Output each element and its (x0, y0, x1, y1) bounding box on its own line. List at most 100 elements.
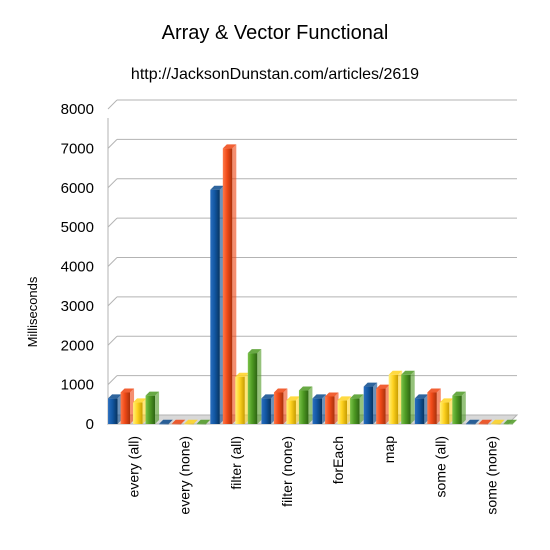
gridline-side (107, 178, 118, 189)
bar-side (475, 419, 480, 424)
bar-front (350, 398, 360, 424)
bars-layer (108, 144, 517, 425)
bar-front (196, 423, 207, 425)
bar-side (206, 419, 211, 424)
bar-top (427, 388, 441, 393)
x-tick-label: map (381, 436, 397, 463)
bar-top (337, 396, 352, 401)
bar-top (184, 419, 198, 424)
gridline-side (107, 99, 118, 110)
bar-top (261, 394, 275, 399)
bar (133, 398, 147, 424)
bar-front (286, 400, 296, 424)
y-tick-label: 0 (86, 416, 94, 433)
bar-front (363, 386, 374, 424)
bar (439, 398, 454, 424)
bar-front (222, 148, 233, 424)
bar-side (168, 419, 173, 424)
bar (184, 419, 198, 425)
bar-side (308, 386, 313, 424)
gridline-side (107, 139, 118, 149)
bar-front (414, 398, 425, 424)
bar (363, 382, 378, 424)
bar (210, 185, 224, 424)
y-tick-label: 7000 (61, 140, 94, 157)
y-tick-label: 3000 (61, 298, 94, 315)
bar-front (478, 423, 488, 425)
bar (427, 388, 441, 424)
bar-front (401, 374, 411, 424)
grid-layer (106, 99, 519, 425)
bar (222, 144, 237, 424)
y-tick-label: 5000 (61, 219, 94, 236)
bar-top (145, 391, 160, 396)
bar-top (108, 394, 122, 399)
bar-front (452, 395, 462, 424)
bar-front (247, 353, 258, 424)
x-tick-label: every (all) (126, 436, 142, 497)
bar-side (257, 349, 262, 424)
chart-title: Array & Vector Functional (161, 22, 389, 44)
bar (337, 396, 352, 424)
bar-front (337, 400, 348, 424)
bar (503, 419, 517, 425)
x-tick-label: some (none) (483, 436, 499, 515)
bar (414, 394, 429, 424)
bar (298, 386, 313, 424)
bar-side (232, 144, 237, 424)
bar-top (133, 398, 147, 403)
bar-front (133, 402, 143, 424)
y-tick-labels: 0 1000 2000 3000 4000 5000 6000 7000 8000 (61, 101, 94, 433)
bar (171, 419, 186, 425)
bar-front (120, 392, 131, 424)
gridline-side (107, 375, 118, 385)
bar-front (235, 376, 245, 424)
bar-front (439, 402, 450, 424)
y-tick-label: 1000 (61, 377, 94, 394)
bar (465, 419, 480, 425)
bar-top (439, 398, 454, 403)
bar-top (222, 144, 237, 149)
bar (159, 419, 173, 425)
bar-front (145, 395, 156, 424)
bar-side (193, 419, 198, 424)
bar-top (196, 419, 211, 424)
x-tick-label: filter (all) (228, 436, 244, 490)
bar-front (108, 398, 118, 424)
bar (478, 419, 492, 425)
bar (196, 419, 211, 425)
bar-top (363, 382, 378, 387)
bar (120, 388, 135, 424)
x-tick-label: filter (none) (279, 436, 295, 507)
bar-top (312, 394, 327, 399)
bar-front (388, 374, 399, 424)
bar-top (210, 185, 224, 190)
bar-front (325, 396, 335, 424)
bar-front (312, 398, 323, 424)
bar-front (427, 392, 437, 424)
gridline-side (107, 335, 118, 346)
bar (325, 392, 339, 424)
bar-front (159, 423, 169, 425)
y-tick-label: 8000 (61, 101, 94, 118)
bar-side (487, 419, 492, 424)
bar (235, 372, 249, 424)
bar-top (273, 388, 288, 393)
bar-side (500, 419, 505, 424)
bar-top (298, 386, 313, 391)
bar-top (247, 349, 262, 354)
y-tick-label: 4000 (61, 259, 94, 276)
gridline-side (107, 217, 118, 228)
gridline-side (107, 257, 118, 267)
bar-top (286, 396, 300, 401)
bar-top (120, 388, 135, 393)
bar-front (376, 388, 386, 424)
bar-top (376, 384, 390, 389)
bar (401, 370, 415, 424)
bar-top (388, 370, 403, 375)
bar-top (490, 419, 505, 424)
bar-front (503, 423, 513, 425)
bar-side (512, 419, 517, 424)
bar-front (298, 390, 309, 424)
